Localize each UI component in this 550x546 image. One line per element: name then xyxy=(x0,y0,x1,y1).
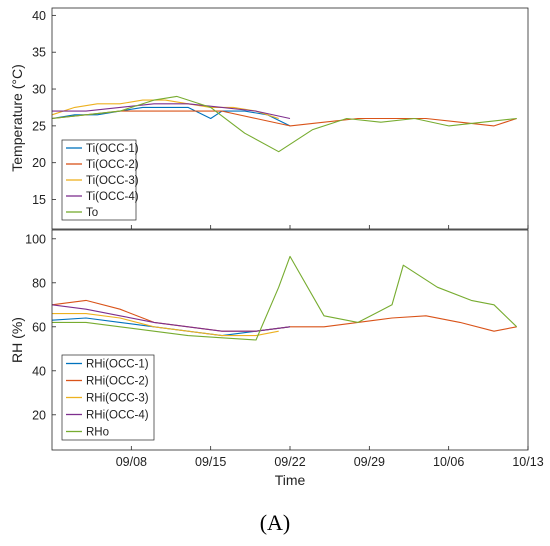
humidity-series-lines xyxy=(51,255,518,341)
series-line-to xyxy=(51,95,517,153)
series-line-rhi-occ-3 xyxy=(52,313,279,337)
legend-label-rhi-occ-2: RHi(OCC-2) xyxy=(86,376,149,388)
x-axis-label: Time xyxy=(275,472,306,488)
y-tick-label: 20 xyxy=(32,408,46,422)
legend-label-rhi-occ-1: RHi(OCC-1) xyxy=(86,359,149,371)
series-line-ti-occ-1 xyxy=(51,106,291,127)
series-line-ti-occ-3 xyxy=(51,99,279,120)
y-tick-label: 20 xyxy=(32,156,46,170)
x-tick-label: 09/29 xyxy=(354,455,385,469)
legend-label-ti-occ-4: Ti(OCC-4) xyxy=(86,191,139,203)
temperature-series-lines xyxy=(51,95,517,153)
series-line-rhi-occ-4 xyxy=(51,304,291,332)
series-line-rho xyxy=(52,255,518,341)
y-tick-label: 60 xyxy=(32,320,46,334)
legend-label-to: To xyxy=(86,207,98,219)
legend-label-rhi-occ-4: RHi(OCC-4) xyxy=(86,410,149,422)
humidity-panel: 20 40 60 80 100 09/08 09/15 09/22 09/29 10/06 10/… xyxy=(9,229,544,488)
x-tick-label: 09/15 xyxy=(195,455,226,469)
y-tick-label: 40 xyxy=(32,364,46,378)
y-tick-label: 25 xyxy=(32,119,46,133)
temperature-y-ticks: 15 20 25 30 35 40 xyxy=(32,9,56,207)
temperature-y-axis-label: Temperature (°C) xyxy=(9,64,25,172)
humidity-x-ticks: 09/08 09/15 09/22 09/29 10/06 10/13 xyxy=(116,446,544,469)
temperature-x-ticks xyxy=(130,225,529,229)
x-tick-label: 10/13 xyxy=(512,455,543,469)
figure-caption: (A) xyxy=(260,510,291,535)
legend-label-ti-occ-2: Ti(OCC-2) xyxy=(86,159,139,171)
series-line-ti-occ-4 xyxy=(52,103,291,120)
y-tick-label: 100 xyxy=(25,232,46,246)
y-tick-label: 15 xyxy=(32,193,46,207)
x-tick-label: 09/22 xyxy=(274,455,305,469)
y-tick-label: 35 xyxy=(32,46,46,60)
y-tick-label: 40 xyxy=(32,9,46,23)
legend-label-rhi-occ-3: RHi(OCC-3) xyxy=(86,393,149,405)
series-line-ti-occ-2 xyxy=(51,110,517,127)
y-tick-label: 80 xyxy=(32,276,46,290)
y-tick-label: 30 xyxy=(32,83,46,97)
legend-label-rho: RHo xyxy=(86,427,109,439)
humidity-y-ticks: 20 40 60 80 100 xyxy=(25,232,56,422)
humidity-y-axis-label: RH (%) xyxy=(9,317,25,363)
humidity-legend: RHi(OCC-1) RHi(OCC-2) RHi(OCC-3) RHi(OCC-4)… xyxy=(61,354,155,441)
x-tick-label: 09/08 xyxy=(116,455,147,469)
legend-label-ti-occ-1: Ti(OCC-1) xyxy=(86,143,139,155)
x-tick-label: 10/06 xyxy=(433,455,464,469)
legend-label-ti-occ-3: Ti(OCC-3) xyxy=(86,175,139,187)
temperature-legend: Ti(OCC-1) Ti(OCC-2) Ti(OCC-3) Ti(OCC-4) To xyxy=(61,139,139,221)
